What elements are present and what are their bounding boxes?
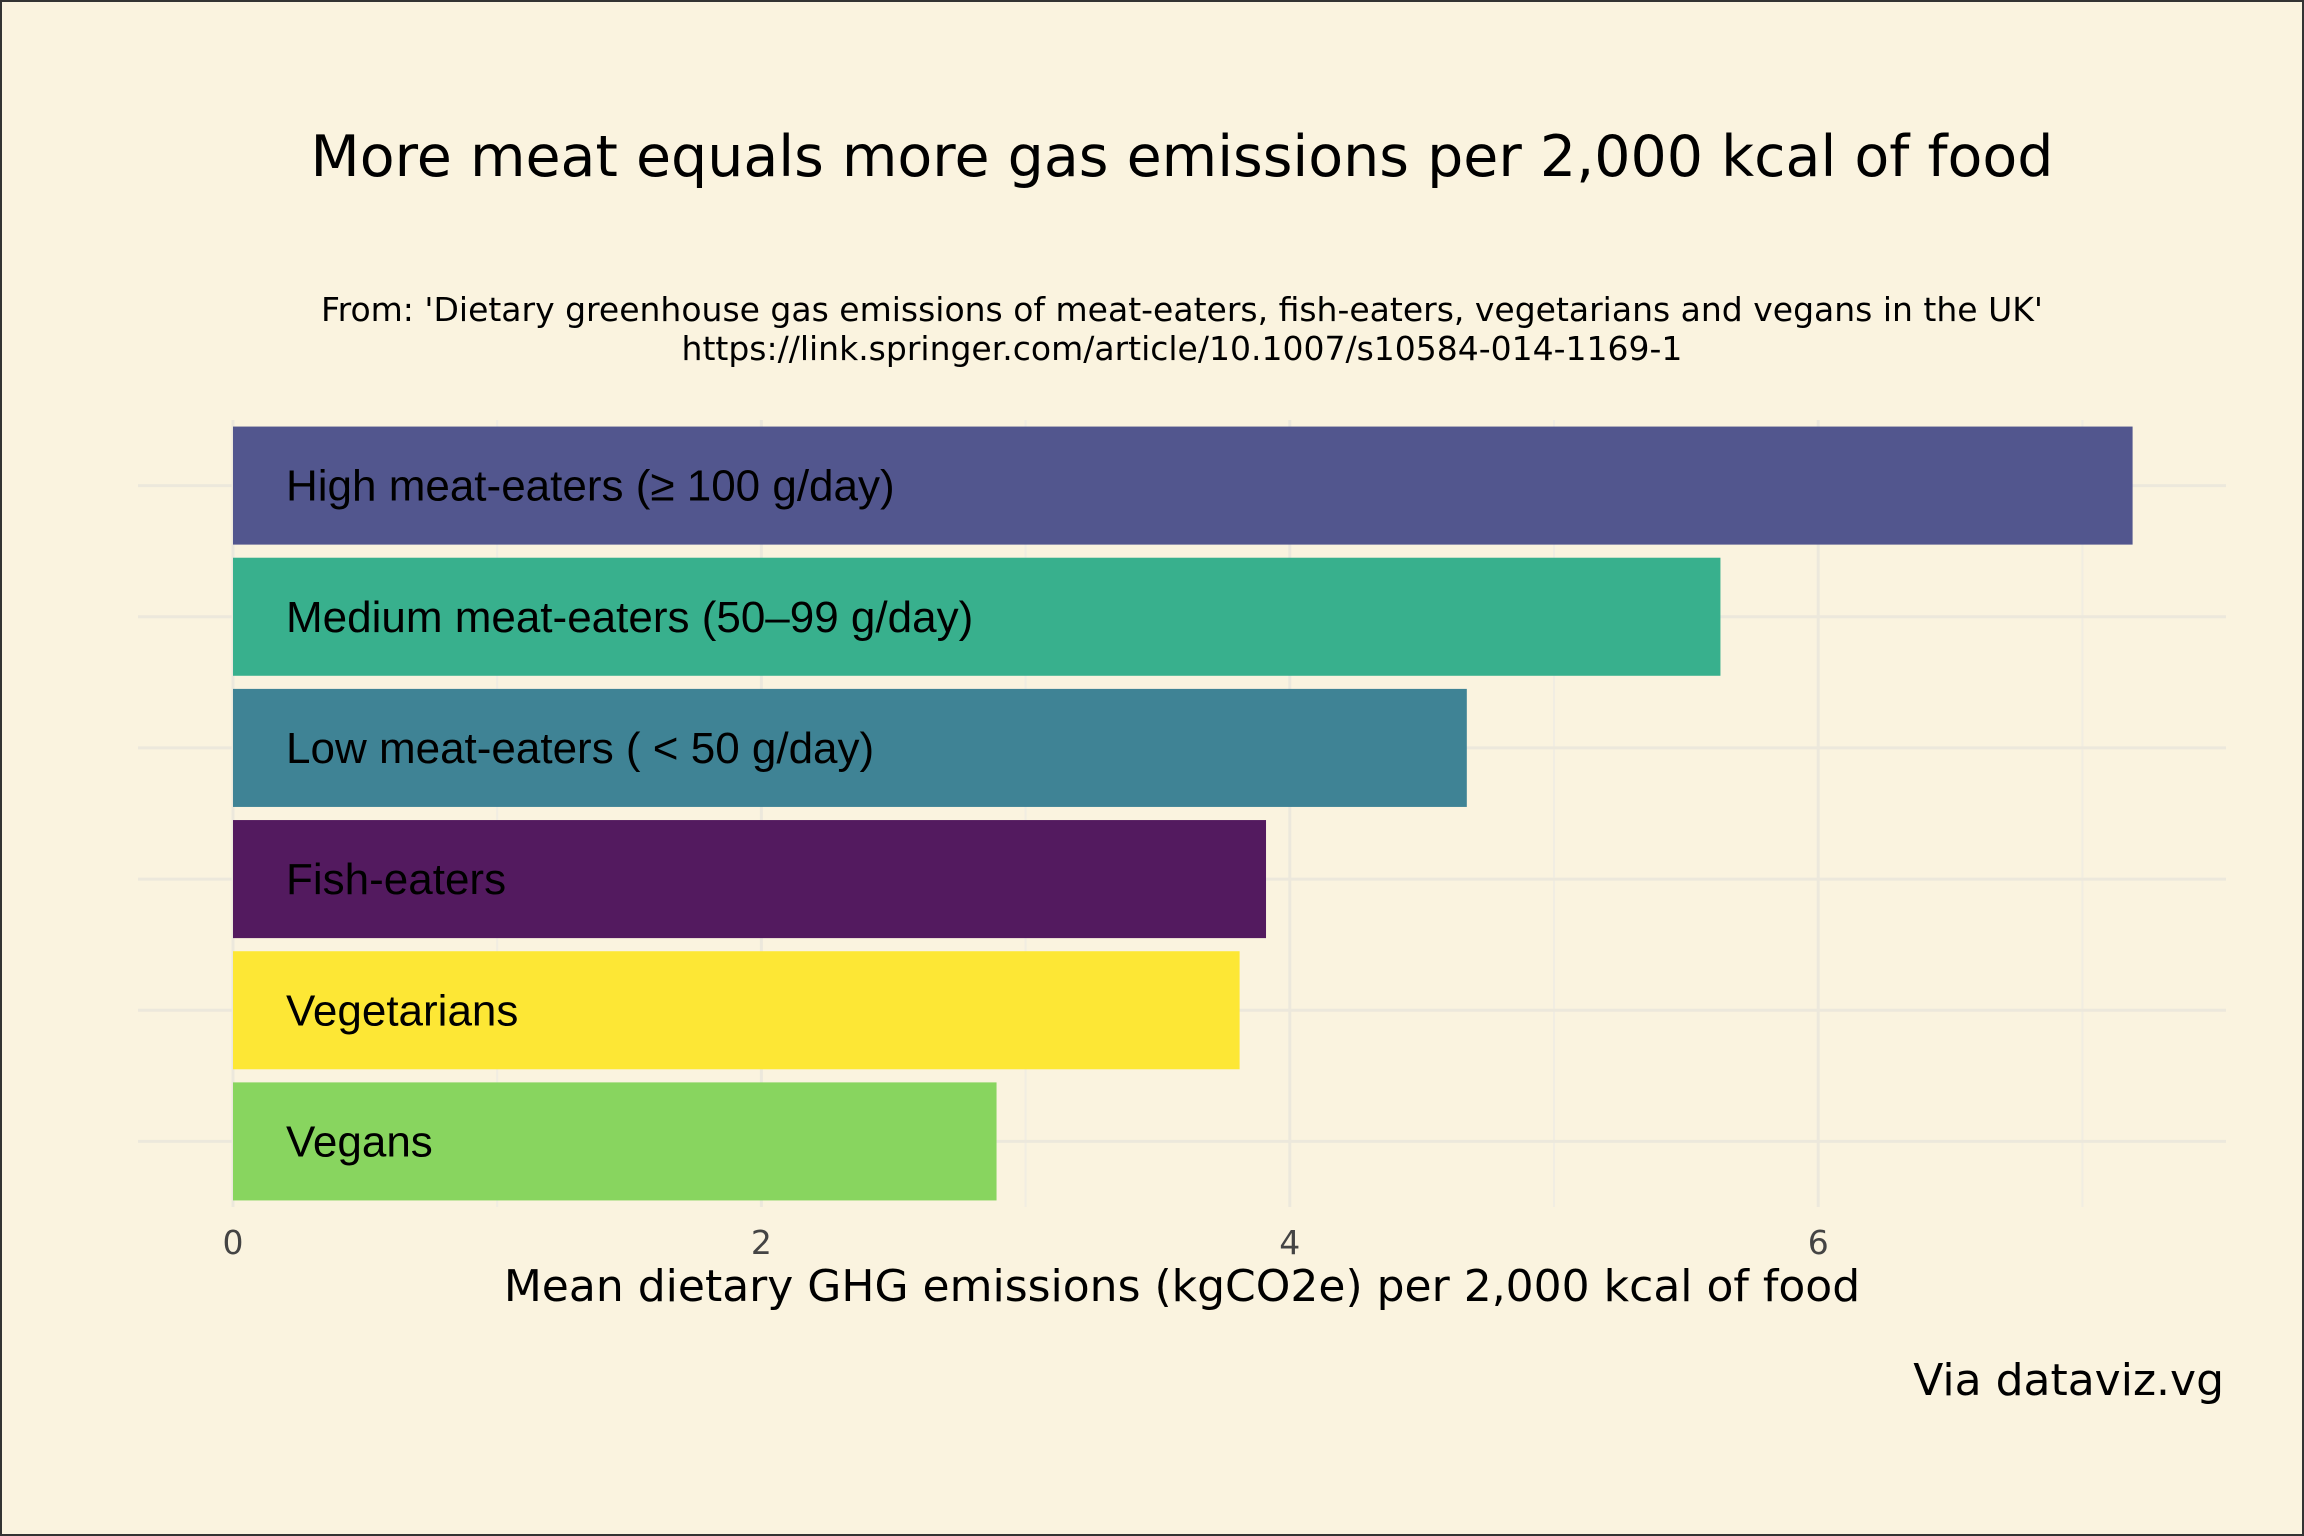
chart-subtitle-line-2: https://link.springer.com/article/10.100…: [682, 329, 1683, 368]
x-tick-label: 4: [1279, 1223, 1300, 1262]
x-axis-title: Mean dietary GHG emissions (kgCO2e) per …: [504, 1261, 1860, 1312]
x-axis-ticks: 0 2 4 6: [223, 1223, 1829, 1262]
bar: [233, 688, 1467, 807]
bar: [233, 426, 2133, 545]
x-tick-label: 0: [223, 1223, 244, 1262]
bar-label: High meat-eaters (≥ 100 g/day): [286, 462, 895, 511]
bars: High meat-eaters (≥ 100 g/day) Medium mea…: [233, 426, 2133, 1201]
chart-subtitle-line-1: From: 'Dietary greenhouse gas emissions …: [321, 290, 2043, 329]
x-tick-label: 6: [1808, 1223, 1829, 1262]
bar-label: Vegetarians: [286, 986, 518, 1035]
chart-caption: Via dataviz.vg: [1913, 1355, 2224, 1406]
bar-label: Low meat-eaters ( < 50 g/day): [286, 724, 874, 773]
bar: [233, 820, 1267, 939]
x-tick-label: 2: [751, 1223, 772, 1262]
bar: [233, 557, 1721, 676]
bar-label: Fish-eaters: [286, 855, 506, 904]
chart-title: More meat equals more gas emissions per …: [311, 124, 2054, 190]
bar-label: Medium meat-eaters (50–99 g/day): [286, 593, 973, 642]
bar: [233, 1082, 997, 1201]
bar-label: Vegans: [286, 1117, 433, 1166]
bar: [233, 951, 1240, 1070]
